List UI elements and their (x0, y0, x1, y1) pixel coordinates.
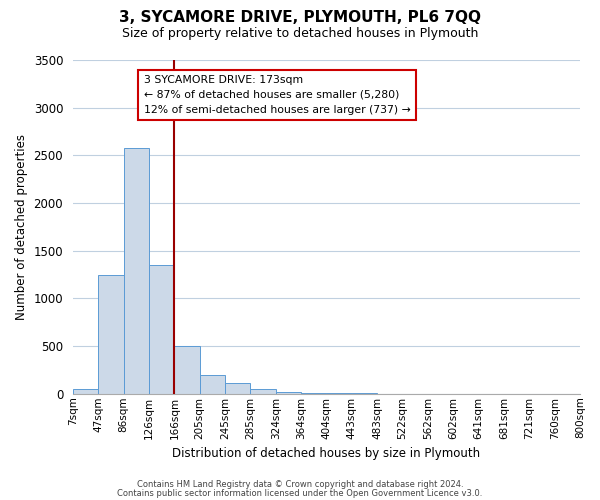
Text: 3 SYCAMORE DRIVE: 173sqm
← 87% of detached houses are smaller (5,280)
12% of sem: 3 SYCAMORE DRIVE: 173sqm ← 87% of detach… (144, 75, 410, 114)
Bar (73, 389, 98, 394)
Bar (200, 374, 225, 394)
Bar (225, 384, 250, 394)
Bar (124, 148, 149, 394)
Text: 3, SYCAMORE DRIVE, PLYMOUTH, PL6 7QQ: 3, SYCAMORE DRIVE, PLYMOUTH, PL6 7QQ (119, 10, 481, 25)
Text: Size of property relative to detached houses in Plymouth: Size of property relative to detached ho… (122, 28, 478, 40)
X-axis label: Distribution of detached houses by size in Plymouth: Distribution of detached houses by size … (172, 447, 481, 460)
Bar (250, 390, 276, 394)
Bar (276, 392, 301, 394)
Text: Contains HM Land Registry data © Crown copyright and database right 2024.: Contains HM Land Registry data © Crown c… (137, 480, 463, 489)
Bar (301, 393, 326, 394)
Text: Contains public sector information licensed under the Open Government Licence v3: Contains public sector information licen… (118, 488, 482, 498)
Bar (149, 265, 175, 394)
Bar (175, 346, 200, 394)
Y-axis label: Number of detached properties: Number of detached properties (15, 134, 28, 320)
Bar (98, 274, 124, 394)
